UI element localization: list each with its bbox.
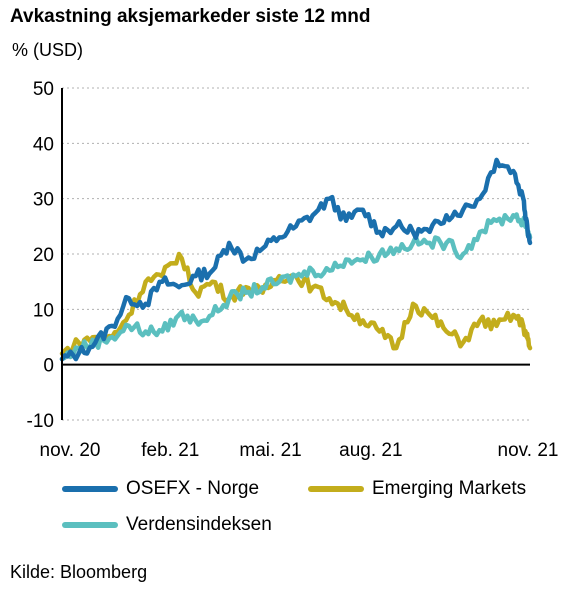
series-line-emerging-markets (59, 251, 533, 356)
x-tick-label: aug. 21 (339, 440, 402, 461)
y-tick-label: 30 (33, 190, 54, 211)
x-tick-label: nov. 21 (498, 440, 559, 461)
y-tick-label: 40 (33, 134, 54, 155)
series-lines (59, 157, 533, 362)
legend-label-osefx: OSEFX - Norge (126, 478, 260, 499)
x-tick-label: mai. 21 (239, 440, 301, 461)
y-tick-label: -10 (27, 411, 54, 432)
legend-swatch-osefx (62, 486, 118, 492)
x-tick-label: nov. 20 (40, 440, 101, 461)
legend-swatch-emerging (308, 486, 364, 492)
legend-label-verdensindeksen: Verdensindeksen (126, 514, 272, 535)
series-line-verdensindeksen (59, 212, 533, 362)
legend-item-osefx: OSEFX - Norge (62, 478, 259, 500)
x-tick-label: feb. 21 (141, 440, 199, 461)
source-note: Kilde: Bloomberg (10, 562, 148, 582)
grid-lines (62, 87, 530, 421)
legend-item-emerging: Emerging Markets (308, 478, 526, 500)
legend-label-emerging: Emerging Markets (372, 478, 527, 499)
chart-title: Avkastning aksjemarkeder siste 12 mnd (10, 6, 371, 27)
y-tick-label: 10 (33, 300, 54, 321)
x-tick-labels: nov. 20 feb. 21 mai. 21 aug. 21 nov. 21 (40, 440, 559, 461)
line-chart: 50 40 30 20 10 0 -10 nov. 20 feb. 21 mai. 21 aug.… (27, 79, 559, 461)
series-line-osefx-norge (59, 157, 533, 362)
y-axis-unit: % (USD) (12, 40, 83, 60)
y-tick-label: 20 (33, 245, 54, 266)
legend-item-verdensindeksen: Verdensindeksen (62, 514, 272, 536)
legend-swatch-verdensindeksen (62, 522, 118, 528)
y-tick-label: 0 (43, 356, 54, 377)
y-tick-labels: 50 40 30 20 10 0 -10 (27, 79, 54, 432)
y-tick-label: 50 (33, 79, 54, 100)
